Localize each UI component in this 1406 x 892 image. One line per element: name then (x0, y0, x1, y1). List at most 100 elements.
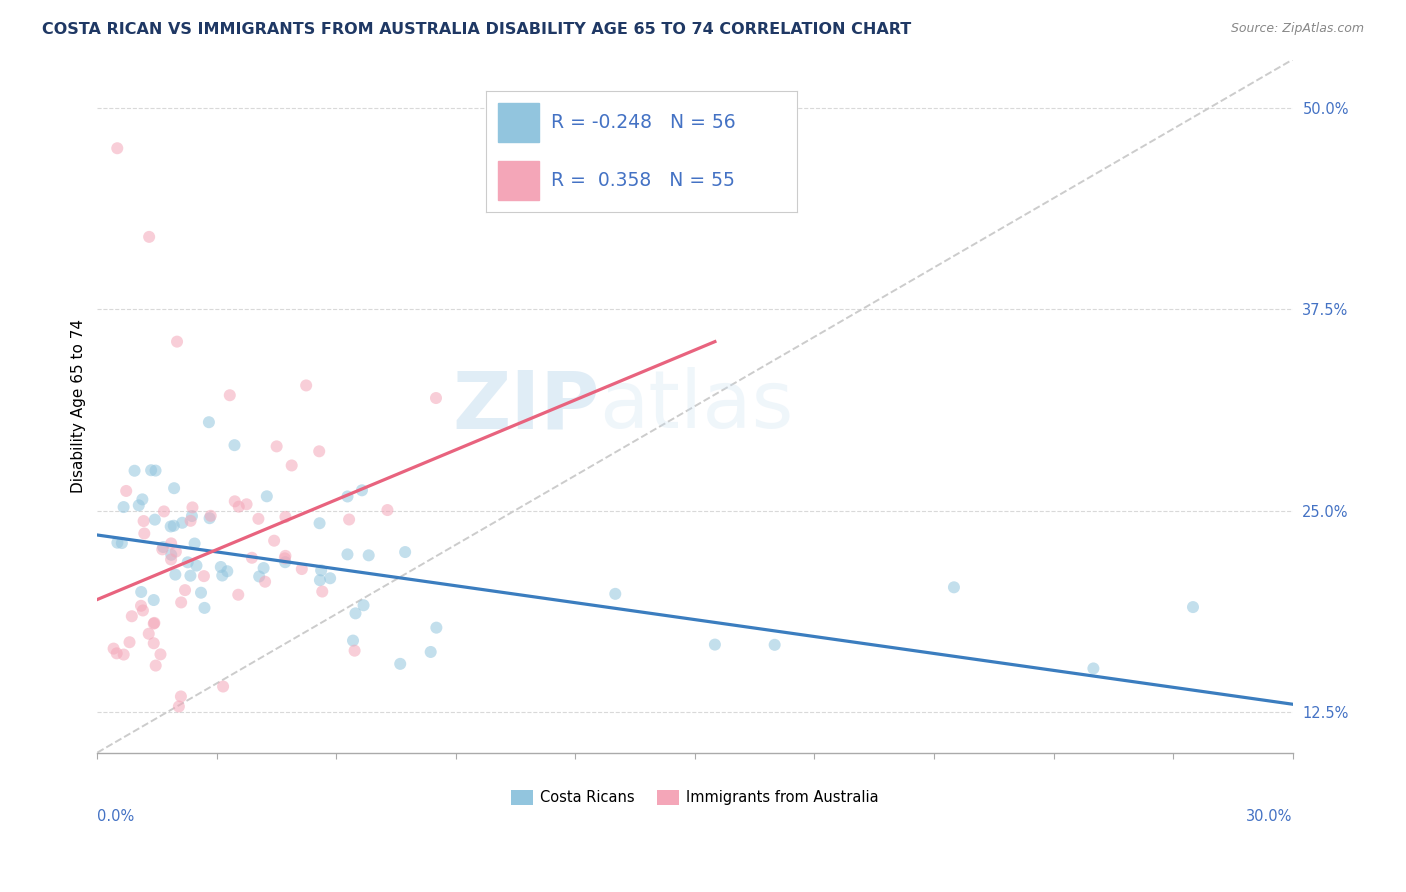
Point (357, 549, 380, 563)
Point (211, 568, 233, 582)
Point (138, 230, 160, 244)
Point (165, 567, 187, 582)
Point (263, 533, 285, 548)
Point (163, 518, 186, 533)
Point (129, 585, 152, 599)
Point (247, 569, 270, 583)
Point (217, 564, 239, 578)
Point (145, 658, 167, 673)
Point (111, 536, 134, 550)
Legend: Costa Ricans, Immigrants from Australia: Costa Ricans, Immigrants from Australia (505, 784, 884, 811)
Point (159, 519, 181, 533)
Point (311, 584, 333, 599)
Point (200, 508, 222, 523)
Point (425, 621, 447, 635)
Point (115, 483, 138, 498)
Point (105, 141, 128, 155)
Point (228, 500, 250, 514)
Point (138, 626, 160, 640)
Point (308, 444, 330, 458)
Point (181, 509, 204, 524)
Point (240, 550, 263, 565)
Point (112, 500, 135, 514)
Point (129, 599, 152, 613)
Point (353, 599, 375, 613)
Point (179, 568, 201, 582)
Point (274, 509, 297, 524)
Point (145, 464, 167, 478)
Point (143, 615, 166, 630)
Point (181, 500, 204, 515)
Point (763, 638, 786, 652)
Point (153, 504, 176, 518)
Point (163, 481, 186, 495)
Point (105, 646, 128, 660)
Point (193, 569, 215, 583)
Point (344, 607, 367, 621)
Point (389, 657, 412, 671)
Point (139, 463, 162, 477)
Y-axis label: Disability Age 65 to 74: Disability Age 65 to 74 (72, 319, 86, 493)
Point (170, 595, 193, 609)
Point (160, 548, 183, 562)
Point (103, 641, 125, 656)
Text: COSTA RICAN VS IMMIGRANTS FROM AUSTRALIA DISABILITY AGE 65 TO 74 CORRELATION CHA: COSTA RICAN VS IMMIGRANTS FROM AUSTRALIA… (42, 22, 911, 37)
Point (183, 536, 205, 550)
Point (295, 378, 318, 392)
Text: ZIP: ZIP (453, 368, 599, 445)
Point (247, 512, 270, 526)
Point (143, 513, 166, 527)
Point (252, 561, 274, 575)
Point (177, 555, 200, 569)
Point (160, 536, 183, 550)
Point (218, 388, 240, 402)
Point (105, 535, 128, 549)
Point (186, 558, 208, 573)
Text: Source: ZipAtlas.com: Source: ZipAtlas.com (1230, 22, 1364, 36)
Point (160, 552, 183, 566)
Point (425, 391, 447, 405)
Point (308, 516, 330, 531)
Point (309, 563, 332, 577)
Point (128, 499, 150, 513)
Point (226, 588, 249, 602)
Point (350, 483, 373, 498)
Point (180, 514, 202, 528)
Point (142, 636, 165, 650)
Point (224, 494, 246, 508)
Point (134, 526, 156, 541)
Point (1083, 661, 1105, 675)
Point (170, 690, 193, 704)
Point (174, 583, 197, 598)
Point (209, 560, 232, 574)
Point (142, 593, 165, 607)
Point (309, 573, 332, 587)
Point (342, 633, 364, 648)
Point (112, 648, 135, 662)
Point (190, 585, 212, 599)
Text: atlas: atlas (599, 368, 794, 445)
Point (132, 514, 155, 528)
Point (274, 549, 297, 563)
Point (319, 571, 342, 585)
Point (235, 497, 257, 511)
Point (254, 574, 277, 589)
Point (274, 555, 297, 569)
Point (149, 648, 172, 662)
Point (256, 489, 278, 503)
Point (172, 516, 194, 530)
Point (212, 680, 235, 694)
Point (942, 580, 965, 594)
Point (165, 544, 187, 558)
Point (280, 458, 302, 473)
Point (343, 643, 366, 657)
Text: 0.0%: 0.0% (97, 809, 135, 824)
Point (336, 547, 359, 561)
Point (121, 609, 143, 624)
Point (1182, 600, 1205, 615)
Point (198, 511, 221, 525)
Point (142, 616, 165, 631)
Point (291, 562, 314, 576)
Point (274, 551, 297, 566)
Point (605, 587, 627, 601)
